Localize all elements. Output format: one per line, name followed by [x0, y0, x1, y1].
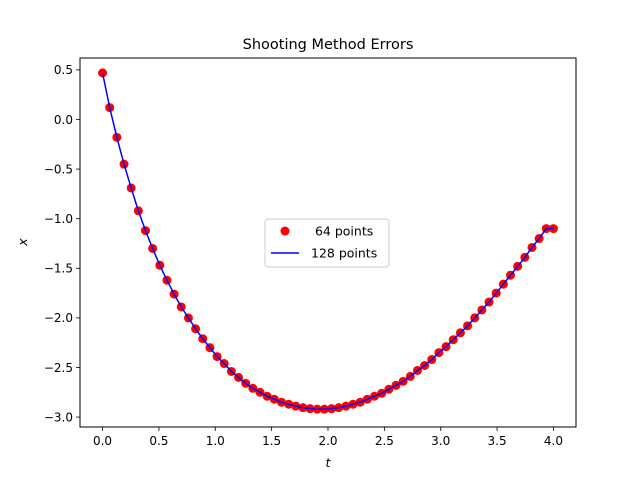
y-tick-label: −1.5: [44, 262, 73, 276]
x-tick-label: 1.0: [206, 434, 225, 448]
y-tick-label: −0.5: [44, 162, 73, 176]
legend-frame: [264, 218, 390, 268]
x-tick-label: 3.0: [431, 434, 450, 448]
x-tick-label: 2.5: [375, 434, 394, 448]
chart-title: Shooting Method Errors: [243, 37, 414, 53]
y-tick-label: −3.0: [44, 410, 73, 424]
x-tick-label: 3.5: [488, 434, 507, 448]
x-tick-label: 2.0: [318, 434, 337, 448]
x-tick-label: 4.0: [544, 434, 563, 448]
y-tick-label: −2.5: [44, 361, 73, 375]
x-axis: 0.0 0.5 1.0 1.5 2.0 2.5 3.0 3.5 4.0: [93, 427, 563, 448]
legend-marker-64-points: [280, 226, 290, 236]
legend-label-64-points: 64 points: [311, 224, 373, 239]
x-tick-label: 0.0: [93, 434, 112, 448]
legend: 64 points 128 points: [264, 218, 390, 268]
y-tick-label: −2.0: [44, 311, 73, 325]
series-layer: [98, 68, 558, 414]
y-axis: 0.5 0.0 −0.5 −1.0 −1.5 −2.0 −2.5 −3.0: [44, 63, 80, 424]
y-axis-label: x: [15, 238, 30, 247]
x-tick-label: 0.5: [149, 434, 168, 448]
series-line-128-points: [101, 72, 554, 410]
y-tick-label: −1.0: [44, 212, 73, 226]
legend-label-128-points: 128 points: [311, 246, 377, 261]
x-axis-label: t: [326, 455, 332, 470]
x-tick-label: 1.5: [262, 434, 281, 448]
y-tick-label: 0.0: [54, 113, 73, 127]
y-tick-label: 0.5: [54, 63, 73, 77]
